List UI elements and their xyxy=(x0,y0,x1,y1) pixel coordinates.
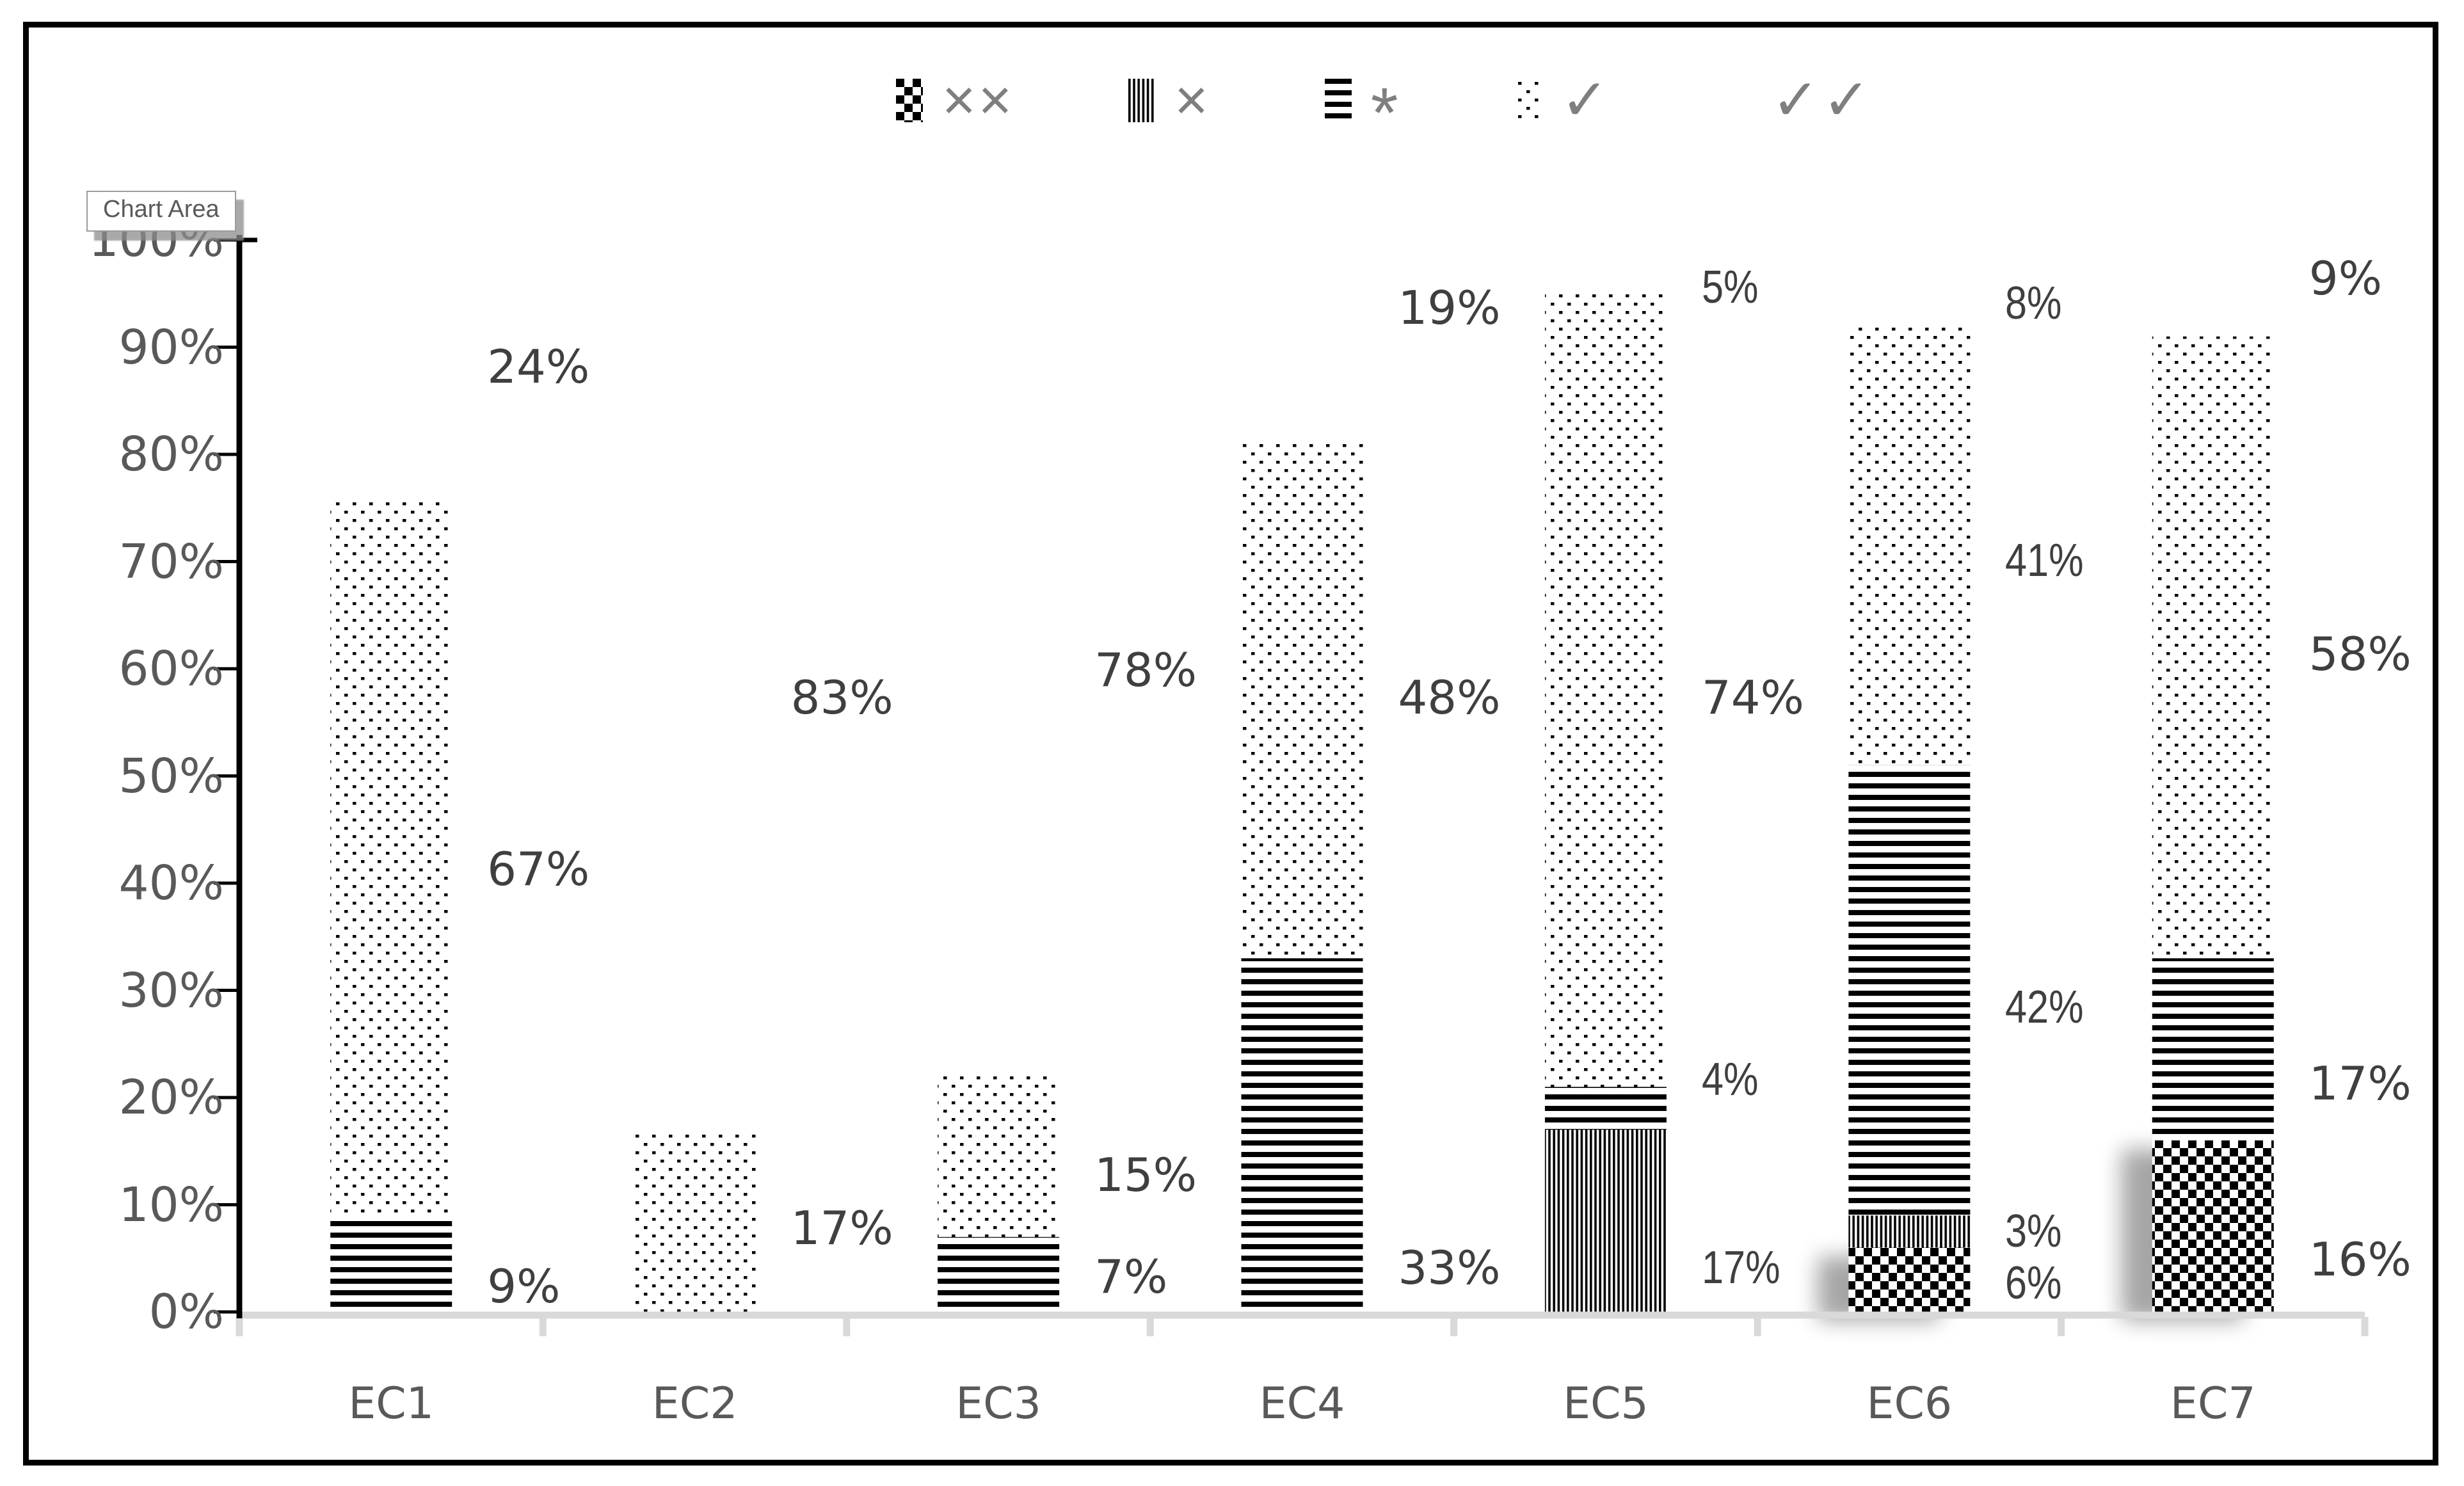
bar-EC1-segment-star[interactable] xyxy=(330,1215,452,1312)
category-label-EC5: EC5 xyxy=(1563,1378,1649,1429)
legend-label-checkcheck: ✓✓ xyxy=(1771,68,1873,132)
data-label-EC6-41%: 41% xyxy=(2005,534,2084,586)
bar-EC6-segment-xx[interactable] xyxy=(1848,1247,1971,1313)
bar-EC4-segment-star[interactable] xyxy=(1241,958,1363,1312)
data-label-EC3-7%: 7% xyxy=(1094,1249,1168,1304)
data-label-EC6-8%: 8% xyxy=(2005,277,2062,329)
data-label-EC4-48%: 48% xyxy=(1398,671,1501,725)
bar-EC2-segment-check[interactable] xyxy=(634,1130,756,1312)
legend-item-x[interactable]: × xyxy=(1128,72,1211,129)
bar-EC6-segment-x[interactable] xyxy=(1848,1215,1971,1248)
data-label-EC6-42%: 42% xyxy=(2005,982,2084,1034)
bar-EC7-segment-check[interactable] xyxy=(2152,336,2274,959)
chart-area-tooltip-text: Chart Area xyxy=(103,196,220,223)
vertical-stripes-swatch-icon xyxy=(1128,79,1156,122)
axes-layer xyxy=(214,235,2369,1336)
horizontal-stripes-swatch-icon xyxy=(1324,79,1352,122)
bar-EC7-segment-star[interactable] xyxy=(2152,958,2274,1140)
bar-EC5-segment-star[interactable] xyxy=(1544,1087,1667,1130)
data-label-EC7-58%: 58% xyxy=(2308,627,2412,681)
bar-EC2-segment-checkcheck[interactable] xyxy=(634,240,756,1130)
y-axis-label: 30% xyxy=(118,963,224,1018)
bar-EC5-segment-check[interactable] xyxy=(1544,293,1667,1087)
data-label-EC1-24%: 24% xyxy=(487,339,590,394)
y-axis-label: 40% xyxy=(118,856,224,911)
data-label-EC6-6%: 6% xyxy=(2005,1257,2062,1309)
data-label-EC3-15%: 15% xyxy=(1094,1147,1197,1202)
data-label-EC7-17%: 17% xyxy=(2308,1057,2412,1111)
bar-EC6-segment-check[interactable] xyxy=(1848,326,1971,765)
data-label-EC7-9%: 9% xyxy=(2308,252,2383,306)
y-axis-label: 70% xyxy=(118,534,224,589)
legend-label-check: ✓ xyxy=(1560,68,1612,132)
data-label-EC2-17%: 17% xyxy=(790,1201,893,1256)
legend-label-xx: ×× xyxy=(942,68,1015,132)
category-label-EC4: EC4 xyxy=(1259,1378,1345,1429)
y-axis-label: 80% xyxy=(118,427,224,482)
bar-EC1-segment-checkcheck[interactable] xyxy=(330,240,452,497)
bar-EC7-segment-xx[interactable] xyxy=(2152,1140,2274,1312)
data-label-EC4-33%: 33% xyxy=(1398,1241,1501,1295)
data-label-EC4-19%: 19% xyxy=(1398,280,1501,335)
category-label-EC7: EC7 xyxy=(2170,1378,2256,1429)
legend-label-star: * xyxy=(1370,74,1401,152)
bar-EC3-segment-star[interactable] xyxy=(938,1236,1060,1312)
checkerboard-swatch-icon xyxy=(896,79,923,122)
y-axis-label: 0% xyxy=(148,1284,224,1339)
bar-EC6-segment-star[interactable] xyxy=(1848,765,1971,1216)
legend-item-checkcheck[interactable]: ✓✓ xyxy=(1725,72,1873,129)
data-label-EC5-17%: 17% xyxy=(1701,1242,1780,1294)
bar-EC3-segment-check[interactable] xyxy=(938,1076,1060,1237)
bar-EC5-segment-x[interactable] xyxy=(1544,1130,1667,1312)
bar-EC3-segment-checkcheck[interactable] xyxy=(938,240,1059,1076)
data-label-EC6-3%: 3% xyxy=(2005,1206,2062,1258)
bar-EC5-segment-checkcheck[interactable] xyxy=(1545,240,1667,294)
data-label-EC5-74%: 74% xyxy=(1701,671,1804,725)
data-label-EC5-5%: 5% xyxy=(1701,261,1759,313)
bar-EC1-segment-check[interactable] xyxy=(330,497,452,1216)
legend-item-xx[interactable]: ×× xyxy=(896,72,1014,129)
data-label-EC7-16%: 16% xyxy=(2308,1232,2412,1286)
y-axis-label: 60% xyxy=(118,641,224,696)
chart-area-tooltip: Chart Area xyxy=(86,191,236,232)
bar-EC4-segment-checkcheck[interactable] xyxy=(1242,240,1363,443)
category-label-EC3: EC3 xyxy=(956,1378,1041,1429)
category-label-EC6: EC6 xyxy=(1866,1378,1953,1429)
data-label-EC2-83%: 83% xyxy=(790,671,893,725)
chart-legend[interactable]: ×× × * ✓ ✓✓ xyxy=(896,68,1873,148)
bar-EC4-segment-check[interactable] xyxy=(1241,443,1363,959)
y-axis-label: 10% xyxy=(118,1177,224,1233)
y-axis-label: 20% xyxy=(118,1070,224,1125)
bar-EC6-segment-checkcheck[interactable] xyxy=(1848,240,1970,326)
data-label-EC1-67%: 67% xyxy=(487,842,590,897)
bar-EC7-segment-checkcheck[interactable] xyxy=(2152,240,2274,337)
legend-label-x: × xyxy=(1174,68,1211,132)
data-label-EC5-4%: 4% xyxy=(1701,1053,1759,1105)
legend-item-check[interactable]: ✓ xyxy=(1514,68,1612,132)
y-axis-label: 50% xyxy=(118,748,224,804)
category-label-EC2: EC2 xyxy=(652,1378,738,1429)
category-label-EC1: EC1 xyxy=(348,1378,435,1429)
data-label-EC3-78%: 78% xyxy=(1094,643,1197,697)
y-axis-label: 90% xyxy=(118,319,224,375)
legend-item-star[interactable]: * xyxy=(1324,72,1401,148)
data-label-EC1-9%: 9% xyxy=(487,1259,561,1313)
diagonal-dashes-swatch-icon xyxy=(1725,79,1752,122)
dots-swatch-icon xyxy=(1514,79,1542,122)
bars-layer xyxy=(330,240,2274,1313)
